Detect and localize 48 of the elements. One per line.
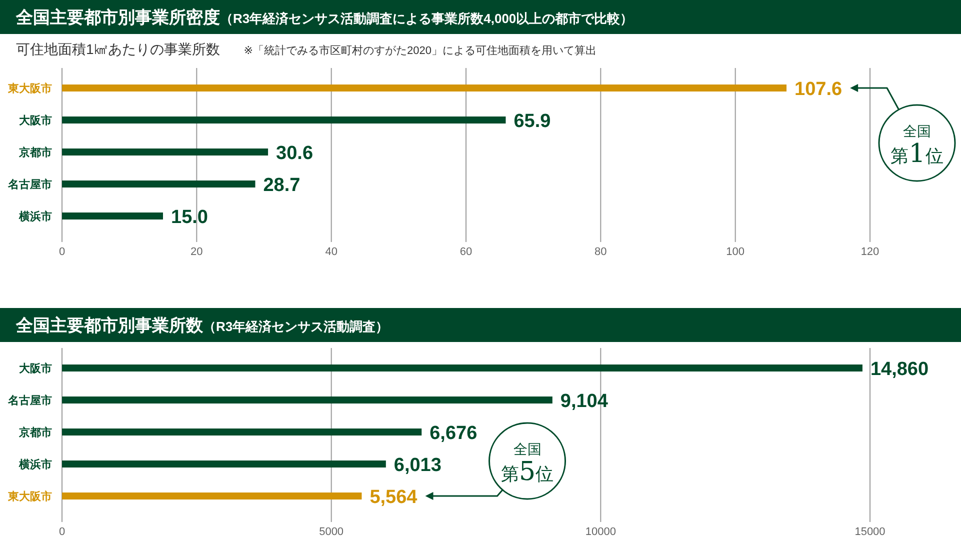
bar [62,460,386,468]
y-tick-label: 大阪市 [19,114,52,127]
bar [62,180,256,188]
x-tick-label: 15000 [854,526,886,538]
x-tick-label: 120 [860,246,880,258]
y-tick-label: 東大阪市 [7,490,52,503]
x-tick-label: 20 [190,246,203,258]
data-label: 30.6 [276,143,314,164]
text: 全国第1位 [890,124,944,169]
data-label: 65.9 [514,111,551,132]
data-label: 6,013 [394,455,442,476]
bar [62,148,268,156]
x-tick-label: 10000 [585,526,616,538]
chart-title: 全国主要都市別事業所数（R3年経済センサス活動調査） [15,316,389,335]
annotation: 全国第5位 [500,442,554,487]
data-label: 28.7 [263,175,300,196]
data-label: 6,676 [430,423,478,444]
text: ※「統計でみる市区町村のすがた2020」による可住地面積を用いて算出 [244,44,596,57]
x-tick-label: 5000 [319,526,344,538]
data-label: 15.0 [171,207,208,228]
data-label: 14,860 [870,359,929,380]
y-tick-label: 横浜市 [18,458,52,471]
y-tick-label: 京都市 [18,146,52,159]
data-label: 9,104 [560,391,608,412]
bar [62,396,552,404]
x-tick-label: 40 [325,246,338,258]
x-tick-label: 0 [58,526,66,538]
x-tick-label: 100 [726,246,745,258]
x-tick-label: 0 [58,246,66,258]
y-tick-label: 京都市 [18,426,52,439]
plot: 0 20 40 60 80 100 120 東大阪市 107.6 大阪市 65.9 京都市 30.6 名古屋市 28.7 横浜市 15.0 [8,68,880,258]
bar [62,116,506,124]
y-tick-label: 東大阪市 [7,82,52,95]
y-tick-label: 名古屋市 [7,394,52,407]
chart-title: 全国主要都市別事業所密度（R3年経済センサス活動調査による事業所数4,000以上の都市で比較） [15,8,634,27]
x-tick-label: 60 [460,246,472,258]
y-tick-label: 名古屋市 [7,178,52,191]
bar [62,212,163,220]
bar [62,428,422,436]
bar [62,364,862,372]
chart-subtitle: 可住地面積1㎢あたりの事業所数 [16,41,220,57]
y-tick-label: 横浜市 [18,210,52,223]
x-tick-label: 80 [594,246,607,258]
data-label: 107.6 [794,79,842,100]
bar [62,84,787,92]
y-tick-label: 大阪市 [19,362,52,375]
data-label: 5,564 [370,487,418,508]
bar [62,492,362,500]
